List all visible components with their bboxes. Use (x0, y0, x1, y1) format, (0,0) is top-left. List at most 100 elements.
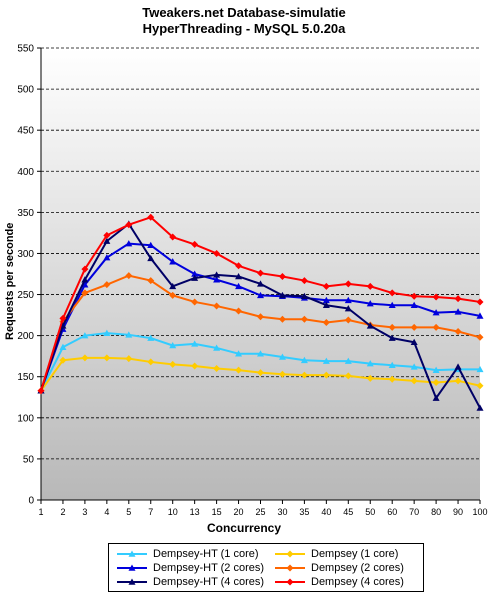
legend-swatch-icon (275, 578, 305, 586)
x-tick-label: 80 (431, 507, 441, 517)
x-tick-label: 4 (104, 507, 109, 517)
data-point (410, 292, 418, 300)
x-tick-label: 1 (38, 507, 43, 517)
data-point (476, 298, 484, 306)
data-point (410, 323, 418, 331)
x-tick-label: 3 (82, 507, 87, 517)
swatch-marker (286, 550, 294, 558)
data-point (366, 300, 374, 307)
data-point (322, 357, 330, 364)
data-point (147, 334, 155, 341)
x-tick-label: 20 (234, 507, 244, 517)
data-point (257, 269, 264, 277)
data-point (103, 231, 111, 239)
data-point (476, 312, 484, 319)
swatch-marker (128, 550, 136, 557)
legend-swatch-icon (117, 550, 147, 557)
data-point (103, 254, 111, 261)
data-point (81, 354, 89, 362)
data-point (388, 375, 396, 383)
data-point (388, 323, 396, 331)
data-point (81, 281, 89, 288)
series-3 (37, 272, 484, 395)
data-point (213, 271, 221, 278)
data-point (344, 280, 352, 288)
legend-swatch-icon (117, 564, 147, 571)
data-point (476, 382, 484, 390)
data-point (147, 358, 155, 366)
series-1 (37, 354, 484, 395)
data-point (432, 366, 440, 373)
data-point (366, 360, 374, 367)
y-tick-label: 550 (17, 44, 34, 55)
series-5 (37, 213, 484, 395)
x-axis-label: Concurrency (206, 521, 282, 535)
data-point (81, 265, 89, 273)
data-point (191, 298, 199, 306)
data-point (344, 316, 352, 324)
legend-label: Dempsey (1 core) (311, 548, 399, 560)
data-point (103, 237, 111, 244)
data-point (257, 280, 264, 287)
swatch-marker (128, 578, 136, 585)
data-point (344, 357, 352, 364)
data-point (169, 341, 177, 349)
legend-label: Dempsey (2 cores) (311, 562, 404, 574)
data-point (169, 291, 177, 299)
data-point (322, 296, 330, 304)
data-point (103, 329, 111, 336)
y-tick-label: 350 (17, 208, 34, 219)
data-point (476, 404, 484, 411)
data-point (169, 258, 177, 265)
data-point (322, 371, 330, 379)
data-point (454, 308, 462, 315)
data-point (410, 363, 418, 370)
y-axis-label: Requests per seconde (4, 222, 16, 340)
x-tick-label: 35 (299, 507, 309, 517)
y-tick-label: 500 (17, 85, 34, 96)
x-tick-label: 7 (148, 507, 153, 517)
data-point (454, 295, 462, 303)
y-tick-label: 150 (17, 372, 34, 383)
data-point (300, 356, 308, 364)
data-point (388, 301, 396, 309)
data-point (169, 233, 177, 241)
x-tick-label: 45 (343, 507, 353, 517)
data-point (191, 240, 199, 248)
x-tick-label: 30 (277, 507, 287, 517)
x-tick-label: 25 (255, 507, 265, 517)
data-point (213, 276, 221, 283)
data-point (125, 272, 133, 280)
data-point (103, 281, 111, 289)
data-point (235, 272, 243, 280)
data-point (432, 293, 440, 301)
data-point (235, 307, 243, 315)
y-tick-label: 50 (23, 454, 35, 465)
data-point (257, 369, 264, 377)
data-point (213, 302, 221, 310)
data-point (410, 377, 418, 385)
data-point (191, 270, 199, 277)
data-point (59, 356, 67, 364)
data-point (103, 354, 111, 362)
swatch-marker (128, 564, 136, 571)
data-point (344, 296, 352, 304)
data-point (235, 366, 243, 374)
data-point (322, 301, 330, 309)
data-point (147, 277, 155, 285)
data-point (432, 309, 440, 316)
data-point (432, 394, 440, 401)
data-point (366, 322, 374, 329)
data-point (37, 387, 45, 395)
data-point (169, 360, 177, 368)
x-tick-label: 50 (365, 507, 375, 517)
y-tick-label: 0 (28, 496, 34, 507)
data-point (191, 340, 199, 347)
data-point (278, 272, 286, 280)
data-point (432, 323, 440, 331)
y-tick-label: 250 (17, 290, 34, 301)
y-tick-label: 450 (17, 126, 34, 137)
chart-title: Tweakers.net Database-simulatie (142, 5, 346, 20)
data-point (454, 363, 462, 370)
data-point (454, 377, 462, 385)
